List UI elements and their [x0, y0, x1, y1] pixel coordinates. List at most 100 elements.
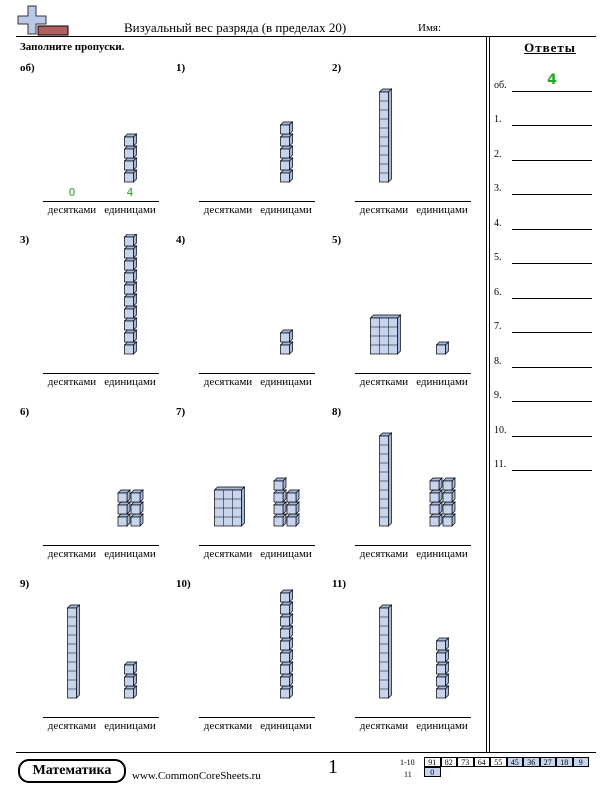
- logo: [16, 4, 72, 36]
- tens-answer-line[interactable]: [199, 545, 257, 546]
- unit-cube: [279, 145, 294, 159]
- tens-answer-line[interactable]: [355, 373, 413, 374]
- unit-cube: [279, 589, 294, 603]
- brand-badge: Математика: [18, 759, 126, 783]
- ones-answer-line[interactable]: [413, 717, 471, 718]
- base-ten-blocks: [369, 314, 450, 355]
- page-title: Визуальный вес разряда (в пределах 20): [124, 20, 347, 35]
- tens-label: десятками: [359, 204, 409, 216]
- tens-label: десятками: [47, 720, 97, 732]
- unit-cube: [123, 269, 138, 283]
- problem-number: 2): [332, 62, 342, 74]
- ones-label: единицами: [416, 720, 468, 732]
- answer-number: 2.: [494, 148, 502, 160]
- tens-answer-line[interactable]: [199, 201, 257, 202]
- tens-label: десятками: [47, 376, 97, 388]
- answer-value: 4: [547, 72, 557, 88]
- answer-line[interactable]: [512, 297, 592, 299]
- base-ten-blocks: [279, 329, 294, 355]
- answer-line[interactable]: [512, 159, 592, 161]
- base-ten-blocks: [279, 121, 294, 183]
- answer-line[interactable]: [512, 435, 592, 437]
- unit-cube: [123, 257, 138, 271]
- unit-cube: [429, 489, 443, 503]
- unit-cube: [435, 649, 450, 663]
- answer-line[interactable]: [512, 125, 592, 126]
- ten-block: [369, 314, 402, 355]
- unit-cube: [279, 169, 294, 183]
- problem-cell: 10) десятками единицами: [174, 578, 324, 743]
- problem-cell: об) 0 4 десятками единицами: [18, 62, 168, 227]
- score-cell: 18: [556, 757, 573, 767]
- unit-cube: [279, 673, 294, 687]
- problem-number: 4): [176, 234, 186, 246]
- problem-number: 6): [20, 406, 30, 418]
- answer-number: 3.: [494, 183, 502, 194]
- tens-answer-line[interactable]: [43, 373, 101, 374]
- name-label: Имя:: [418, 22, 442, 34]
- tens-answer-line[interactable]: [43, 717, 101, 718]
- ones-answer-line[interactable]: [101, 373, 159, 374]
- unit-cube: [123, 329, 138, 343]
- site-url: www.CommonCoreSheets.ru: [132, 770, 261, 782]
- problem-cell: 1) десятками единицами: [174, 62, 324, 227]
- answer-line[interactable]: [512, 366, 592, 368]
- unit-cube: [286, 513, 300, 527]
- answer-line[interactable]: [512, 470, 592, 471]
- base-ten-blocks: [378, 604, 450, 699]
- problem-cell: 5) десятками единицами: [330, 234, 480, 399]
- tens-answer-line[interactable]: [355, 717, 413, 718]
- problem-number: 7): [176, 406, 186, 418]
- answer-line[interactable]: [512, 91, 592, 92]
- answer-line[interactable]: [512, 263, 592, 264]
- unit-cube: [123, 661, 138, 675]
- ones-answer-value: 4: [126, 186, 134, 199]
- unit-cube: [130, 489, 144, 503]
- unit-cube: [429, 501, 443, 515]
- answer-line[interactable]: [512, 194, 592, 195]
- ones-answer-line[interactable]: [101, 717, 159, 718]
- ones-answer-line[interactable]: [413, 201, 471, 202]
- base-ten-blocks: [66, 604, 138, 699]
- unit-cube: [442, 477, 456, 491]
- ones-answer-line[interactable]: [413, 373, 471, 374]
- ten-rod: [378, 88, 393, 183]
- answer-line[interactable]: [512, 228, 592, 230]
- answer-line[interactable]: [512, 332, 592, 333]
- unit-cube: [279, 661, 294, 675]
- unit-cube: [442, 489, 456, 503]
- unit-cube: [130, 513, 144, 527]
- unit-cube: [279, 341, 294, 355]
- base-ten-blocks: [117, 489, 144, 527]
- ones-label: единицами: [416, 548, 468, 560]
- ones-answer-line[interactable]: [257, 373, 315, 374]
- header-rule: [16, 36, 596, 37]
- plus-logo-icon: [17, 5, 69, 36]
- unit-cube: [279, 685, 294, 699]
- ones-label: единицами: [104, 548, 156, 560]
- unit-cube: [435, 341, 450, 355]
- problem-number: 5): [332, 234, 342, 246]
- tens-answer-line[interactable]: [199, 373, 257, 374]
- ones-answer-line[interactable]: [257, 201, 315, 202]
- tens-label: десятками: [203, 548, 253, 560]
- ones-answer-line[interactable]: [413, 545, 471, 546]
- score-cell: 9: [572, 757, 589, 767]
- unit-cube: [279, 121, 294, 135]
- tens-answer-line[interactable]: [355, 545, 413, 546]
- unit-cube: [123, 317, 138, 331]
- tens-answer-line[interactable]: [43, 201, 101, 202]
- ten-rod: [378, 432, 393, 527]
- tens-answer-line[interactable]: [199, 717, 257, 718]
- ones-answer-line[interactable]: [257, 717, 315, 718]
- answer-line[interactable]: [512, 401, 592, 402]
- unit-cube: [279, 133, 294, 147]
- ones-answer-line[interactable]: [257, 545, 315, 546]
- answer-number: 8.: [494, 355, 502, 367]
- ones-answer-line[interactable]: [101, 545, 159, 546]
- tens-answer-line[interactable]: [355, 201, 413, 202]
- tens-answer-line[interactable]: [43, 545, 101, 546]
- score-cell: 45: [506, 757, 523, 767]
- ones-answer-line[interactable]: [101, 201, 159, 202]
- score-range-label: 1-10: [400, 758, 415, 767]
